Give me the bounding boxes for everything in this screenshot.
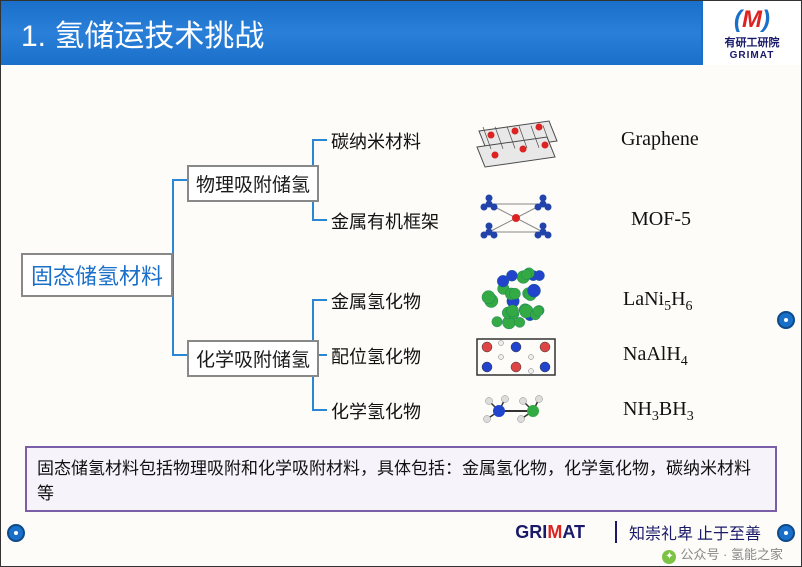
footer-bar: GRIMAT 知崇礼卑 止于至善: [1, 520, 801, 544]
page-title: 1. 氢储运技术挑战: [21, 11, 264, 55]
formula-sub: 4: [681, 354, 688, 369]
bolt-icon: [777, 524, 795, 542]
mol-naalh-icon: [471, 333, 561, 381]
formula-mof: MOF-5: [631, 208, 691, 231]
header-bar: 1. 氢储运技术挑战 (M) 有研工研院 GRIMAT: [1, 1, 801, 65]
formula-nh3bh3: NH3BH3: [623, 398, 694, 425]
leaf-mof: 金属有机框架: [331, 208, 439, 234]
tree-root: 固态储氢材料: [21, 253, 173, 297]
formula-part: NH: [623, 398, 652, 420]
formula-graphene: Graphene: [621, 128, 699, 151]
formula-sub: 3: [652, 409, 659, 424]
bolt-icon: [777, 311, 795, 329]
brand-part: GRI: [515, 522, 547, 542]
leaf-coordh: 配位氢化物: [331, 343, 421, 369]
footer-brand: GRIMAT: [515, 522, 585, 543]
logo-mark: (M): [734, 6, 770, 34]
formula-naalh: NaAlH4: [623, 343, 688, 370]
logo-box: (M) 有研工研院 GRIMAT: [701, 1, 801, 65]
bolt-icon: [7, 524, 25, 542]
leaf-metalh: 金属氢化物: [331, 288, 421, 314]
watermark: ✦ 公众号 · 氢能之家: [662, 544, 783, 564]
brand-part: AT: [562, 522, 585, 542]
logo-cn: 有研工研院: [725, 34, 780, 50]
footer-motto: 知崇礼卑 止于至善: [629, 520, 761, 544]
formula-sub: 3: [687, 409, 694, 424]
formula-part: BH: [659, 398, 687, 420]
tree-cat-chemical: 化学吸附储氢: [187, 340, 319, 377]
summary-box: 固态储氢材料包括物理吸附和化学吸附材料，具体包括：金属氢化物，化学氢化物，碳纳米…: [25, 446, 777, 512]
formula-part: LaNi: [623, 288, 664, 310]
formula-part: NaAlH: [623, 343, 681, 365]
tree-cat-physical: 物理吸附储氢: [187, 165, 319, 202]
formula-sub: 6: [686, 299, 693, 314]
mol-mof-icon: [471, 190, 561, 245]
footer-divider: [615, 521, 617, 543]
leaf-chemh: 化学氢化物: [331, 398, 421, 424]
formula-lani: LaNi5H6: [623, 288, 693, 315]
logo-en: GRIMAT: [730, 50, 775, 61]
wechat-icon: ✦: [662, 550, 676, 564]
formula-part: H: [671, 288, 685, 310]
mol-graphene-icon: [471, 113, 561, 168]
watermark-text: 公众号 · 氢能之家: [680, 547, 783, 562]
mol-lani-icon: [471, 265, 561, 330]
brand-part: M: [547, 522, 562, 542]
leaf-carbon: 碳纳米材料: [331, 128, 421, 154]
mol-nh3bh3-icon: [471, 387, 561, 432]
tree-diagram: 固态储氢材料 物理吸附储氢 化学吸附储氢 碳纳米材料 金属有机框架 金属氢化物 …: [1, 65, 801, 495]
